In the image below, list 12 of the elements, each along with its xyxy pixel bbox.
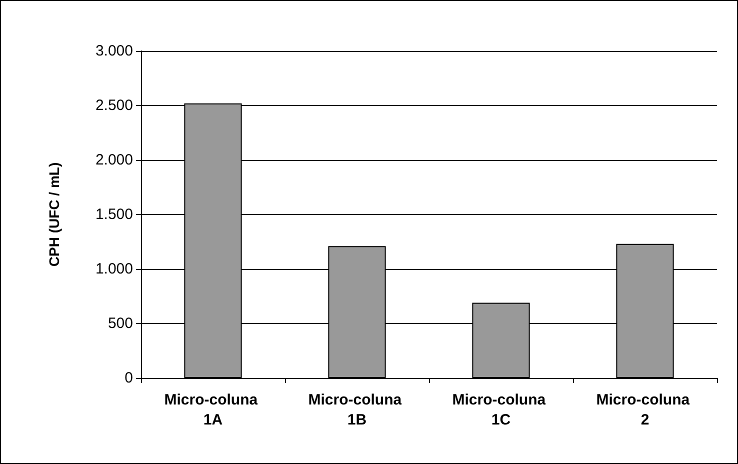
y-tick-label: 500 <box>108 315 133 332</box>
x-tick-label: Micro-coluna 2 <box>596 392 694 428</box>
y-axis-title: CPH (UFC / mL) <box>46 162 62 267</box>
y-tick-label: 1.500 <box>95 206 133 223</box>
x-tick-label: Micro-coluna 1A <box>164 392 262 428</box>
x-tick-label: Micro-coluna 1C <box>452 392 550 428</box>
y-tick-label: 2.500 <box>95 97 133 114</box>
y-tick-label: 0 <box>124 370 133 386</box>
y-tick-label: 1.000 <box>95 260 133 278</box>
y-tick-label: 3.000 <box>95 42 133 60</box>
x-tick-label: Micro-coluna 1B <box>308 392 406 428</box>
y-tick-label: 2.000 <box>95 152 133 168</box>
